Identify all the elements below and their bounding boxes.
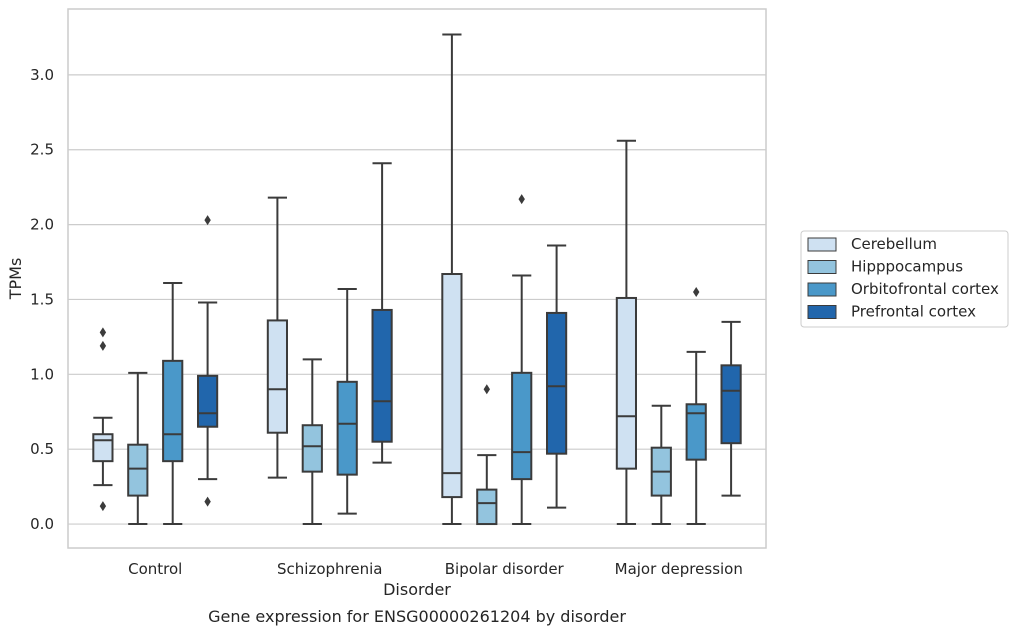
outlier-point bbox=[204, 215, 211, 226]
box-1-3 bbox=[650, 404, 672, 526]
box-iqr bbox=[511, 371, 533, 481]
outlier-point bbox=[204, 496, 211, 507]
x-tick-label: Bipolar disorder bbox=[445, 560, 565, 578]
box-3-0 bbox=[197, 215, 219, 507]
grid-lines bbox=[68, 74, 766, 525]
chart-caption: Gene expression for ENSG00000261204 by d… bbox=[208, 607, 626, 626]
box-3-3 bbox=[720, 320, 742, 497]
box-iqr bbox=[162, 359, 184, 463]
legend-item: Prefrontal cortex bbox=[807, 303, 976, 321]
box-3-1 bbox=[371, 162, 393, 464]
box-0-2 bbox=[441, 33, 463, 526]
box-2-1 bbox=[336, 287, 358, 515]
box-iqr bbox=[615, 296, 637, 470]
box-0-3 bbox=[615, 139, 637, 526]
y-axis-title: TPMs bbox=[6, 258, 25, 301]
legend-item: Cerebellum bbox=[807, 235, 937, 253]
outlier-point bbox=[483, 384, 490, 395]
legend-frame bbox=[800, 230, 1009, 328]
box-iqr bbox=[546, 311, 568, 455]
outlier-point bbox=[518, 194, 525, 205]
box-iqr bbox=[197, 374, 219, 428]
plot-frame bbox=[67, 8, 767, 549]
legend-swatch bbox=[807, 282, 837, 297]
box-1-1 bbox=[301, 358, 323, 526]
y-tick-label: 3.0 bbox=[30, 66, 54, 84]
box-iqr bbox=[685, 403, 707, 461]
box-iqr bbox=[371, 308, 393, 443]
legend-swatch bbox=[807, 260, 837, 274]
legend-label: Prefrontal cortex bbox=[851, 303, 976, 321]
legend: Cerebellum Hipppocampus Orbitofrontal cort… bbox=[800, 230, 1009, 328]
y-tick-label: 1.0 bbox=[30, 365, 54, 383]
box-iqr bbox=[301, 424, 323, 473]
y-tick-label: 0.5 bbox=[30, 440, 54, 458]
legend-label: Orbitofrontal cortex bbox=[851, 280, 999, 298]
box-iqr bbox=[476, 488, 498, 526]
y-tick-label: 1.5 bbox=[30, 290, 54, 308]
box-2-2 bbox=[511, 194, 533, 526]
legend-label: Cerebellum bbox=[851, 235, 937, 253]
box-2-0 bbox=[162, 281, 184, 526]
box-2-3 bbox=[685, 286, 707, 526]
box-3-2 bbox=[546, 244, 568, 509]
outlier-point bbox=[693, 286, 700, 297]
box-iqr bbox=[92, 433, 114, 463]
y-tick-label: 2.5 bbox=[30, 141, 54, 159]
box-iqr bbox=[127, 443, 149, 497]
x-tick-label: Schizophrenia bbox=[277, 560, 382, 578]
x-axis-title: Disorder bbox=[383, 580, 451, 599]
x-tick-labels: Control Schizophrenia Bipolar disorder Majo… bbox=[128, 560, 743, 578]
box-1-2 bbox=[476, 384, 498, 526]
outlier-point bbox=[99, 501, 107, 512]
legend-item: Orbitofrontal cortex bbox=[807, 280, 999, 298]
legend-swatch bbox=[807, 305, 837, 319]
legend-swatch bbox=[807, 237, 837, 252]
x-tick-label: Major depression bbox=[615, 560, 743, 578]
outlier-point bbox=[99, 327, 107, 338]
box-1-0 bbox=[127, 371, 149, 526]
x-tick-label: Control bbox=[128, 560, 182, 578]
y-tick-label: 0.0 bbox=[30, 515, 54, 533]
box-iqr bbox=[336, 380, 358, 476]
box-iqr bbox=[441, 273, 463, 499]
legend-label: Hipppocampus bbox=[851, 258, 963, 276]
outlier-point bbox=[99, 340, 107, 351]
box-series bbox=[92, 33, 742, 526]
y-tick-labels: 0.0 0.5 1.0 1.5 2.0 2.5 3.0 bbox=[30, 66, 54, 533]
box-iqr bbox=[266, 319, 288, 434]
box-0-1 bbox=[266, 196, 288, 479]
box-iqr bbox=[720, 364, 742, 445]
y-tick-label: 2.0 bbox=[30, 216, 54, 234]
legend-item: Hipppocampus bbox=[807, 258, 963, 276]
legend-items: Cerebellum Hipppocampus Orbitofrontal cort… bbox=[807, 235, 999, 321]
box-0-0 bbox=[92, 327, 114, 512]
